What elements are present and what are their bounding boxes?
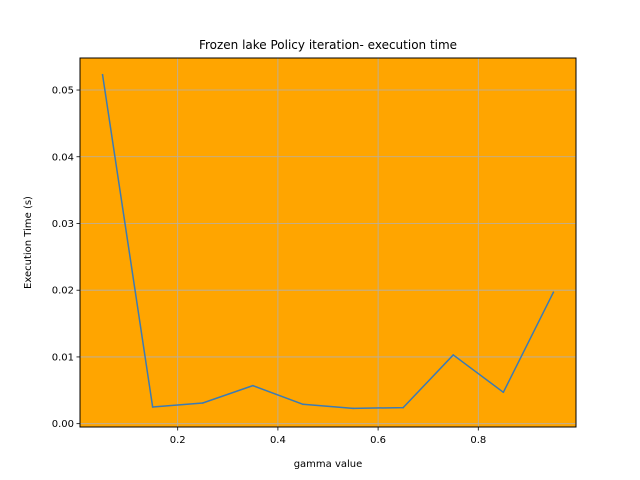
series-group [101,73,555,410]
x-tick-label: 0.4 [270,435,286,446]
grid [80,58,576,427]
data-point [101,73,104,76]
data-point [552,291,555,294]
x-tick-label: 0.6 [370,435,386,446]
series-line [101,74,555,410]
y-tick-label: 0.05 [52,86,74,97]
y-axis-label: Execution Time (s) [23,196,34,289]
x-axis: 0.2 0.4 0.6 0.8 [170,427,486,446]
y-tick-label: 0.01 [52,352,74,363]
x-axis-label: gamma value [294,459,363,470]
data-point [302,403,304,406]
y-axis: 0.00 0.01 0.02 0.03 0.04 0.05 [52,86,80,430]
data-point [352,407,354,410]
plot-area [80,58,576,427]
y-tick-label: 0.04 [52,152,74,163]
chart-title: Frozen lake Policy iteration- execution … [199,38,457,52]
x-tick-label: 0.2 [170,435,186,446]
data-point [502,391,505,394]
data-point [252,384,254,387]
x-tick-label: 0.8 [470,435,486,446]
data-point [201,402,204,404]
y-tick-label: 0.02 [52,286,74,297]
data-point [452,354,455,356]
y-tick-label: 0.00 [52,419,74,430]
data-point [151,406,154,408]
data-point [402,406,404,409]
y-tick-label: 0.03 [52,219,74,230]
plot-frame [79,57,577,428]
